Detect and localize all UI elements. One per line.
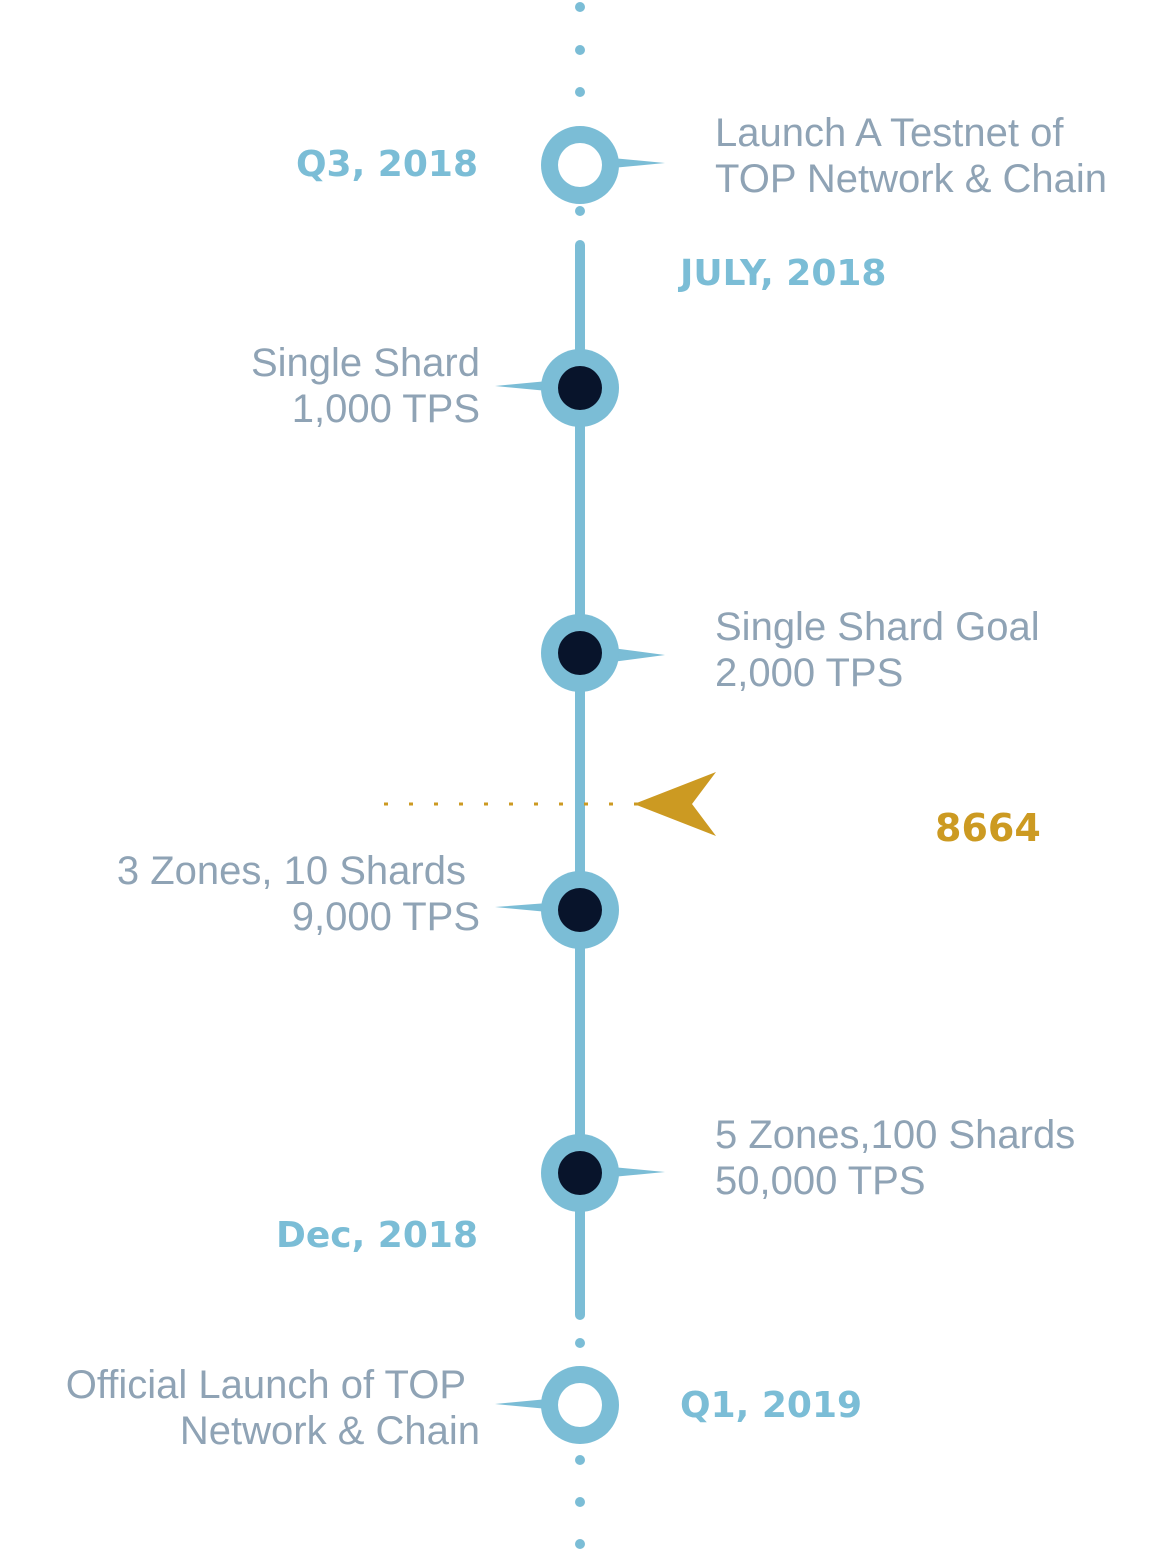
current-position-marker	[384, 772, 716, 836]
milestone-desc-single-shard: Single Shard 1,000 TPS	[80, 340, 480, 432]
milestone-desc-single-shard-goal: Single Shard Goal 2,000 TPS	[715, 604, 1155, 696]
milestone-desc-q1-2019: Official Launch of TOP Network & Chain	[0, 1362, 480, 1454]
desc-line: Launch A Testnet of	[715, 111, 1064, 155]
desc-line: Network & Chain	[179, 1409, 480, 1453]
pointer-icon	[612, 1167, 665, 1177]
desc-line: Single Shard Goal	[715, 605, 1040, 649]
milestone-desc-five-zones: 5 Zones,100 Shards 50,000 TPS	[715, 1112, 1170, 1204]
node-center	[558, 888, 602, 932]
pointer-icon	[495, 381, 548, 391]
milestone-desc-q3-2018: Launch A Testnet of TOP Network & Chain	[715, 110, 1170, 202]
bottom-dotted-line	[575, 1338, 585, 1549]
dot	[575, 45, 585, 55]
node-center	[558, 631, 602, 675]
pointer-icon	[612, 158, 665, 168]
milestone-node-q1-2019	[495, 1366, 619, 1444]
milestone-date-q1-2019: Q1, 2019	[680, 1385, 863, 1426]
current-tps-value: 8664	[935, 806, 1041, 850]
dot	[575, 1455, 585, 1465]
desc-line: 5 Zones,100 Shards	[715, 1113, 1076, 1157]
node-center	[558, 1151, 602, 1195]
desc-line: 50,000 TPS	[715, 1159, 926, 1203]
dot	[575, 1497, 585, 1507]
milestone-node-single-shard-goal	[541, 614, 665, 692]
dot	[575, 87, 585, 97]
milestone-date-july-2018: JULY, 2018	[680, 253, 887, 294]
desc-line: 9,000 TPS	[291, 895, 480, 939]
pointer-icon	[495, 903, 548, 912]
milestone-date-q3-2018: Q3, 2018	[295, 144, 478, 185]
dot	[575, 1338, 585, 1348]
milestone-node-q3-2018	[541, 126, 665, 204]
milestone-node-three-zones	[495, 871, 619, 949]
pointer-icon	[495, 1399, 548, 1409]
milestone-node-five-zones	[541, 1134, 665, 1212]
dot	[575, 1539, 585, 1549]
top-dotted-line	[575, 2, 585, 216]
desc-line: TOP Network & Chain	[715, 157, 1108, 201]
node-center	[558, 1383, 602, 1427]
dot	[575, 206, 585, 216]
desc-line: 3 Zones, 10 Shards	[116, 849, 466, 893]
milestone-desc-three-zones: 3 Zones, 10 Shards 9,000 TPS	[20, 848, 480, 940]
arrow-pointer-icon	[634, 772, 716, 836]
pointer-icon	[612, 648, 665, 662]
desc-line: Single Shard	[250, 341, 480, 385]
desc-line: 2,000 TPS	[715, 651, 904, 695]
milestone-date-dec-2018: Dec, 2018	[275, 1215, 478, 1256]
desc-line: Official Launch of TOP	[65, 1363, 466, 1407]
dot	[575, 2, 585, 12]
node-center	[558, 143, 602, 187]
node-center	[558, 366, 602, 410]
desc-line: 1,000 TPS	[291, 387, 480, 431]
milestone-node-single-shard	[495, 349, 619, 427]
